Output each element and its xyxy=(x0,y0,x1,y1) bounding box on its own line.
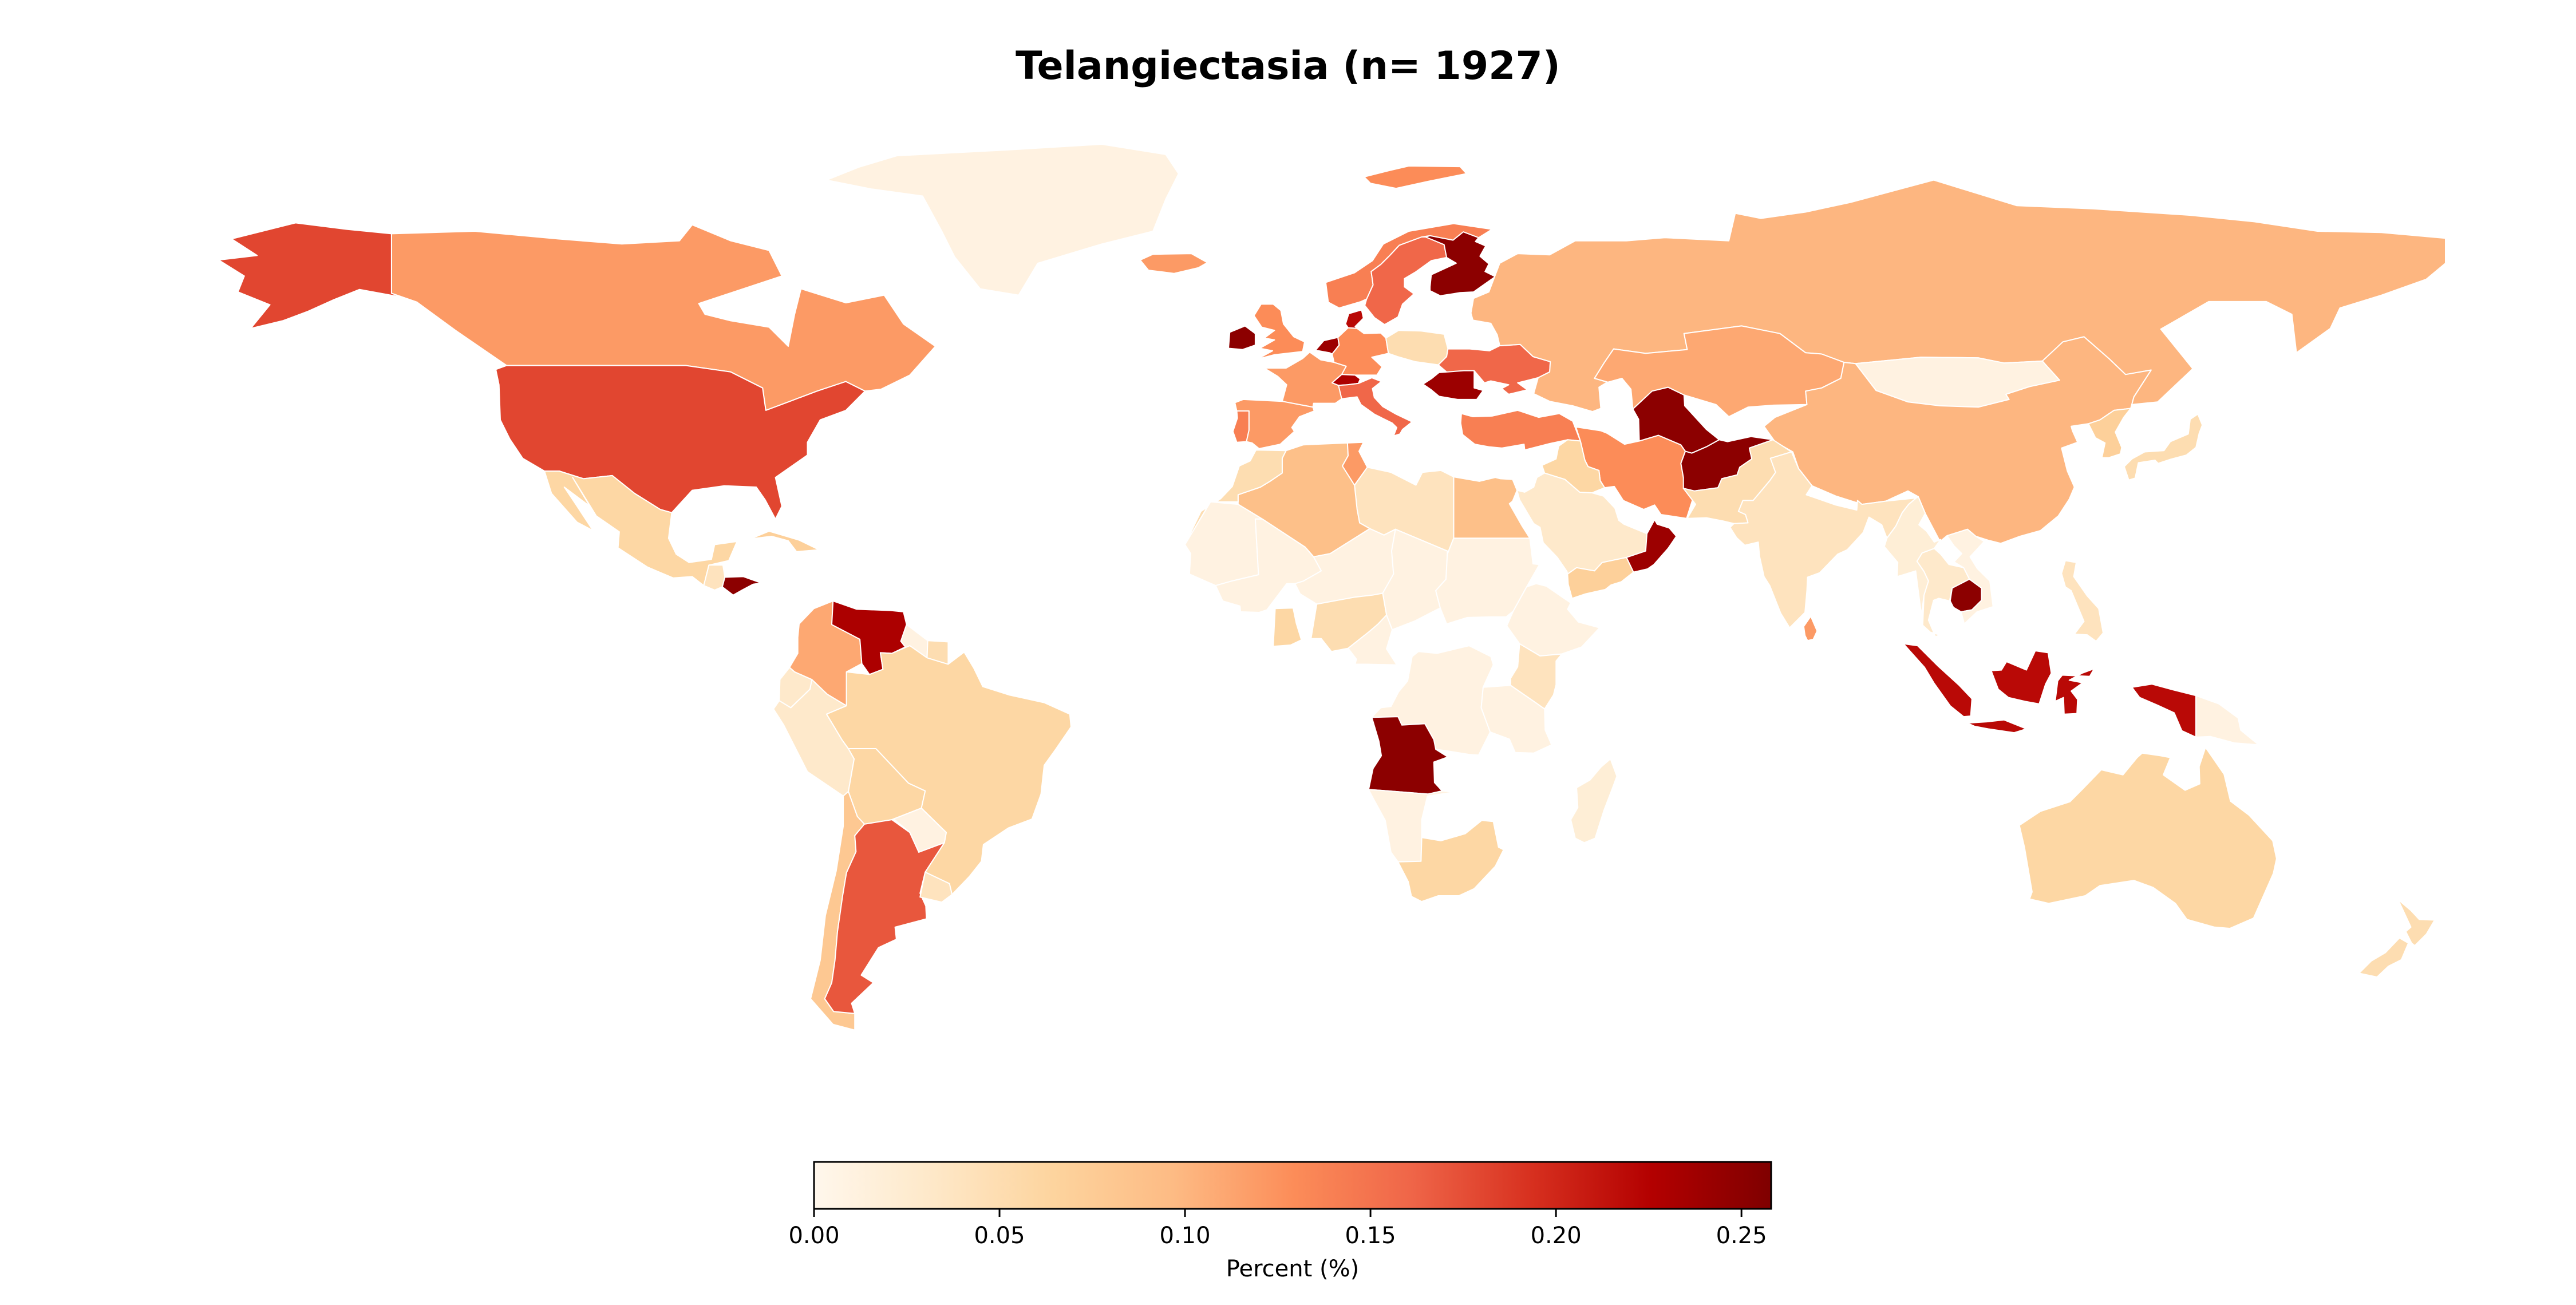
region-korea xyxy=(2088,408,2132,458)
region-italy xyxy=(1338,377,1413,437)
region-turkey xyxy=(1460,409,1581,451)
colorbar-tick-label: 0.10 xyxy=(1160,1223,1211,1249)
region-uruguay xyxy=(919,871,953,903)
region-argentina xyxy=(824,819,945,1014)
colorbar-label: Percent (%) xyxy=(1226,1256,1359,1282)
region-japan xyxy=(2123,413,2203,481)
region-svalbard xyxy=(1364,165,1467,189)
region-ireland xyxy=(1228,325,1256,350)
region-yemen xyxy=(1567,556,1634,599)
colorbar-tick-label: 0.15 xyxy=(1345,1223,1396,1249)
region-ghana xyxy=(1273,607,1302,647)
map-layer xyxy=(218,144,2446,1031)
colorbar-tick-label: 0.25 xyxy=(1716,1223,1767,1249)
region-philippines xyxy=(2061,560,2104,642)
region-angola xyxy=(1368,716,1449,795)
region-cameroon xyxy=(1348,614,1397,666)
region-sweden xyxy=(1364,236,1448,326)
region-south-africa xyxy=(1397,820,1504,903)
region-indonesia xyxy=(1903,643,1973,718)
region-new-zealand xyxy=(2397,899,2435,947)
region-finland xyxy=(1425,231,1496,296)
region-portugal xyxy=(1232,410,1250,443)
region-madagascar xyxy=(1570,758,1618,844)
region-united-kingdom xyxy=(1253,303,1305,360)
region-cuba xyxy=(750,531,820,552)
region-greenland xyxy=(826,144,1179,296)
colorbar-tick-label: 0.00 xyxy=(788,1223,839,1249)
chart-title: Telangiectasia (n= 1927) xyxy=(1016,43,1560,89)
region-china xyxy=(1763,336,2152,544)
region-myanmar xyxy=(1883,496,1942,616)
region-tanzania xyxy=(1480,685,1552,754)
region-iraq xyxy=(1541,439,1606,493)
region-honduras xyxy=(721,576,762,596)
region-romania xyxy=(1422,370,1484,400)
region-indonesia xyxy=(1990,650,2052,705)
region-tunisia xyxy=(1342,441,1368,486)
region-alaska xyxy=(218,222,418,329)
region-united-states-of-america xyxy=(495,365,866,520)
region-indonesia xyxy=(2131,683,2197,738)
region-papua-new-guinea xyxy=(2195,695,2259,746)
colorbar: 0.00 0.05 0.10 0.15 0.20 0.25 Percent (%) xyxy=(788,1161,1772,1282)
region-indonesia xyxy=(2055,668,2095,715)
region-indonesia xyxy=(1967,719,2027,734)
colorbar-gradient xyxy=(813,1161,1772,1210)
region-ethiopia xyxy=(1506,583,1601,657)
region-sri-lanka xyxy=(1803,615,1818,642)
colorbar-tick-label: 0.20 xyxy=(1531,1223,1582,1249)
region-new-zealand xyxy=(2358,937,2409,978)
region-morocco xyxy=(1184,449,1287,545)
region-ukraine xyxy=(1437,343,1551,395)
colorbar-ticks: 0.00 0.05 0.10 0.15 0.20 0.25 xyxy=(788,1209,1767,1249)
region-sudan xyxy=(1435,537,1540,625)
colorbar-tick-label: 0.05 xyxy=(974,1223,1025,1249)
region-australia xyxy=(2018,746,2277,929)
region-namibia xyxy=(1368,789,1455,863)
region-vietnam xyxy=(1946,528,1994,625)
region-iceland xyxy=(1139,253,1208,274)
